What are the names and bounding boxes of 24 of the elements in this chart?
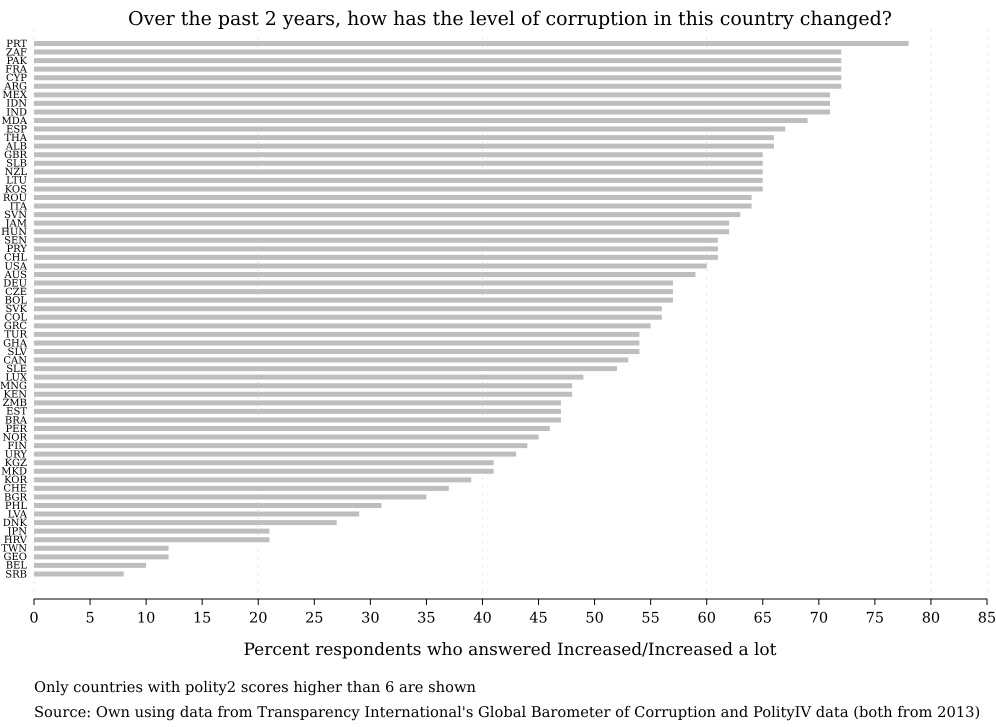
x-tick-label: 45 (529, 610, 548, 626)
x-tick-label: 20 (249, 610, 268, 626)
x-tick-label: 40 (473, 610, 492, 626)
x-tick-label: 35 (417, 610, 436, 626)
x-tick-label: 5 (85, 610, 95, 626)
x-tick-label: 55 (641, 610, 660, 626)
x-tick-label: 65 (754, 610, 772, 626)
x-tick-label: 50 (585, 610, 604, 626)
y-tick-label: JAM (4, 218, 27, 230)
x-tick-label: 85 (978, 610, 996, 626)
y-tick-label: SRB (5, 569, 27, 580)
x-tick-label: 0 (29, 610, 39, 626)
x-tick-label: 10 (136, 610, 156, 626)
x-axis-title: Percent respondents who answered Increased/Increased a lot (242, 639, 778, 661)
x-tick-label: 30 (361, 610, 380, 626)
x-tick-label: 60 (697, 610, 716, 626)
x-tick-label: 25 (305, 610, 324, 626)
x-tick-label: 80 (922, 610, 940, 626)
chart-title: Over the past 2 years, how has the level of corruption in this country changed? (127, 8, 893, 30)
x-tick-label: 70 (810, 610, 828, 626)
x-tick-label: 15 (192, 610, 212, 626)
x-tick-label: 75 (866, 610, 884, 626)
text: Only countries with polity2 scores higher than 6 are shown (34, 678, 476, 698)
source-note: Source: Own using data from Transparency International's Global Barometer of Corruption and PolityIV data (both from 2013) (34, 702, 980, 722)
